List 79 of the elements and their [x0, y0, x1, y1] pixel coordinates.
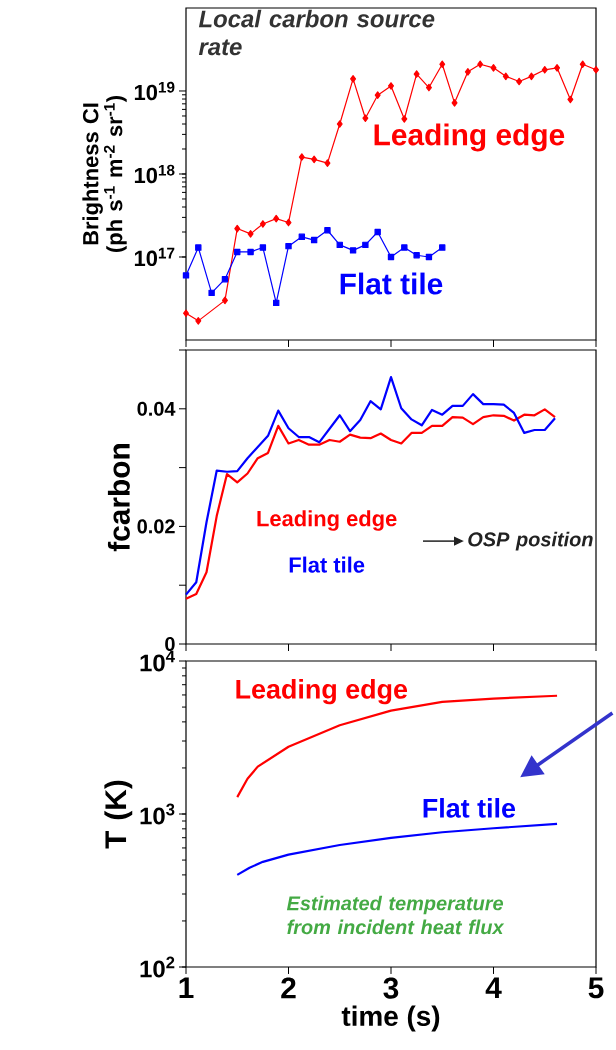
y-tick-label: 10$^{19}$: [134, 81, 175, 101]
point: [516, 77, 523, 86]
point: [413, 252, 420, 259]
y-tick-label: 10$^{18}$: [134, 164, 175, 184]
x-tick-label: 2: [281, 977, 296, 999]
point: [285, 242, 292, 250]
point: [221, 276, 229, 283]
y-tick-label: 0: [165, 636, 175, 652]
point: [195, 317, 202, 325]
point: [247, 248, 254, 256]
series-label: Flat tile: [340, 272, 443, 295]
point: [439, 60, 446, 69]
point: [285, 218, 292, 227]
x-axis-title: time (s): [341, 1005, 440, 1032]
point: [298, 153, 305, 161]
point: [310, 236, 318, 244]
point: [593, 65, 600, 74]
y-axis-title: T (K): [104, 780, 133, 849]
annotation: OSP position: [468, 531, 593, 551]
point: [349, 247, 357, 254]
y-tick-label: 0.02: [137, 519, 175, 534]
point: [425, 253, 433, 261]
point: [273, 299, 280, 307]
series-label: Flat tile: [423, 798, 516, 818]
point: [298, 233, 306, 241]
point: [221, 296, 228, 305]
point: [336, 241, 343, 249]
y-tick-label: 10$^{4}$: [140, 650, 175, 672]
point: [554, 64, 561, 72]
point: [401, 244, 408, 251]
series-label: Leading edge: [257, 510, 397, 531]
point: [195, 244, 202, 251]
point: [567, 95, 574, 104]
x-tick-label: 5: [588, 977, 604, 999]
point: [374, 228, 381, 236]
point: [259, 244, 267, 251]
point: [259, 220, 266, 228]
point: [502, 72, 509, 81]
point: [247, 230, 254, 238]
point: [208, 289, 215, 297]
x-tick-label: 4: [485, 977, 502, 999]
point: [413, 70, 420, 78]
point: [336, 120, 343, 128]
point: [182, 272, 190, 279]
point: [362, 114, 369, 122]
series-label: Leading edge: [236, 679, 408, 705]
point: [464, 68, 471, 76]
y-axis-title: fcarbon: [107, 444, 130, 552]
point: [425, 83, 432, 92]
point: [579, 60, 586, 69]
annotation: Estimated temperature from incident heat flux: [286, 895, 505, 935]
y-tick-label: 10$^{2}$: [140, 956, 175, 978]
y-tick-label: 10$^{3}$: [140, 803, 175, 825]
x-tick-label: 1: [179, 977, 194, 999]
line-series: [236, 822, 559, 876]
point: [350, 75, 357, 83]
point: [324, 159, 331, 167]
point: [388, 82, 394, 90]
annotation: Local carbon source rate: [198, 9, 435, 56]
point: [528, 72, 535, 81]
point: [477, 60, 484, 69]
y-tick-label: 10$^{17}$: [134, 247, 175, 267]
point: [541, 65, 548, 74]
point: [234, 224, 241, 233]
point: [374, 91, 381, 99]
y-tick-label: 0.04: [137, 401, 176, 416]
point: [362, 241, 369, 249]
point: [451, 99, 458, 107]
series-label: Leading edge: [374, 123, 565, 152]
point: [490, 64, 497, 72]
x-tick-label: 3: [383, 977, 399, 999]
text: Flat tile: [289, 556, 365, 573]
point: [324, 227, 331, 234]
point: [234, 248, 241, 256]
point: [387, 253, 395, 261]
point: [439, 244, 446, 251]
point: [401, 115, 408, 123]
point: [311, 155, 318, 164]
point: [273, 214, 280, 223]
